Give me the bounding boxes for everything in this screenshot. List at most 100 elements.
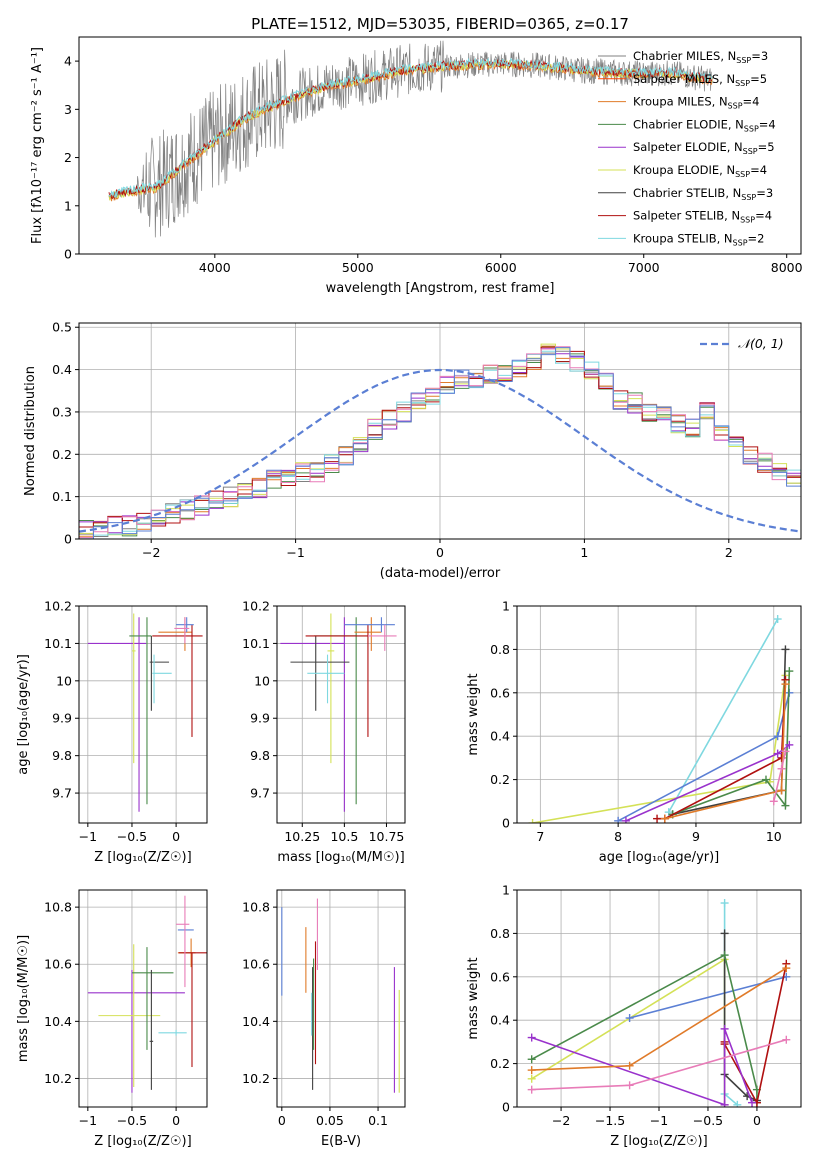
weight-marker <box>720 951 729 960</box>
plot-area-residuals <box>79 343 801 539</box>
tick-label-x: 10.75 <box>369 829 405 844</box>
tick-label-y: 10.6 <box>44 957 72 972</box>
plot-area-mass-vs-ebv <box>281 898 400 1093</box>
weight-marker <box>782 964 791 973</box>
weight-series-line <box>664 684 787 820</box>
tick-label-y: 3 <box>64 102 72 117</box>
axes-frame <box>276 889 406 1108</box>
tick-label-y: 10.8 <box>44 900 72 915</box>
tick-label-y: 0.4 <box>490 1013 510 1028</box>
tick-label-y: 0.1 <box>52 489 72 504</box>
tick-label-y: 10.2 <box>242 1071 270 1086</box>
legend-label: Chabrier MILES, NSSP=3 <box>633 49 768 65</box>
tick-label-y: 10 <box>56 673 72 688</box>
tick-label-x: 0 <box>436 545 444 560</box>
y-axis-label: age [log₁₀(age/yr)] <box>16 654 31 775</box>
weight-marker <box>527 1074 536 1083</box>
error-bar-point <box>129 617 152 805</box>
error-bar-point <box>280 617 345 812</box>
weight-marker <box>625 1081 634 1090</box>
legend-label: Kroupa MILES, NSSP=4 <box>633 95 759 111</box>
legend-label: Kroupa ELODIE, NSSP=4 <box>633 163 767 179</box>
error-bar-point <box>149 969 154 1090</box>
legend-label: Salpeter STELIB, NSSP=4 <box>633 209 772 225</box>
weight-marker <box>773 749 782 758</box>
tick-label-x: −1 <box>650 1113 668 1128</box>
error-bar-point <box>327 613 335 764</box>
axes-frame <box>78 36 802 255</box>
weight-series-line <box>723 933 758 1102</box>
tick-label-x: 9 <box>692 829 700 844</box>
weight-series-line <box>668 618 779 813</box>
spectrum-model-line <box>108 57 713 199</box>
y-axis-label: Normed distribution <box>23 366 38 496</box>
weight-marker <box>527 1033 536 1042</box>
error-bar-point <box>367 624 397 651</box>
tick-label-x: −1 <box>286 545 304 560</box>
tick-label-x: −1.5 <box>595 1113 625 1128</box>
plot-area-weight-vs-Z <box>527 899 791 1107</box>
tick-label-y: 10.1 <box>44 636 72 651</box>
tick-label-y: 1 <box>502 599 510 614</box>
tick-label-x: 0 <box>172 1113 180 1128</box>
weight-marker <box>777 764 786 773</box>
tick-label-x: 2 <box>725 545 733 560</box>
tick-label-y: 10 <box>254 673 270 688</box>
weight-series-line <box>532 675 787 823</box>
tick-label-y: 4 <box>64 54 72 69</box>
tick-label-x: 4000 <box>199 260 231 275</box>
legend-label: Chabrier STELIB, NSSP=3 <box>633 186 773 202</box>
tick-label-y: 9.9 <box>250 711 270 726</box>
tick-label-y: 9.7 <box>250 786 270 801</box>
gaussian-curve <box>79 368 801 533</box>
tick-label-x: 8000 <box>771 260 803 275</box>
weight-marker <box>614 816 623 823</box>
weight-marker <box>781 645 790 654</box>
tick-label-x: −0.5 <box>117 829 147 844</box>
tick-label-y: 10.2 <box>44 599 72 614</box>
error-bar-point <box>87 617 147 812</box>
panel-weight-vs-Z: −2 −1.5 −1 −0.5 0 0 0.2 0.4 0.6 0.8 1 Z [log₁₀(Z/Z☉… <box>466 883 802 1149</box>
y-axis-label: mass weight <box>466 673 481 755</box>
weight-marker <box>773 732 782 741</box>
legend-label: Kroupa STELIB, NSSP=2 <box>633 231 764 247</box>
tick-label-y: 1 <box>64 198 72 213</box>
tick-label-y: 0.2 <box>490 1056 510 1071</box>
weight-marker <box>625 1061 634 1070</box>
tick-label-x: −2 <box>552 1113 570 1128</box>
axes-frame <box>78 605 208 824</box>
tick-label-x: −1 <box>79 1113 97 1128</box>
error-bar-point <box>149 635 170 711</box>
plot-area-age-vs-Z <box>87 613 203 812</box>
tick-label-y: 0 <box>64 247 72 262</box>
error-bar-point <box>152 654 172 704</box>
tick-label-y: 10.2 <box>44 1071 72 1086</box>
tick-label-x: 8 <box>614 829 622 844</box>
error-bar-point <box>87 969 185 1093</box>
axes-frame <box>78 889 208 1108</box>
tick-label-x: 10 <box>766 829 782 844</box>
weight-marker <box>625 1014 634 1023</box>
tick-label-y: 0.6 <box>490 685 510 700</box>
y-axis-label: mass [log₁₀(M/M☉)] <box>16 935 31 1062</box>
plot-area-mass-vs-Z <box>87 895 207 1093</box>
legend-label: Chabrier ELODIE, NSSP=4 <box>633 117 776 133</box>
tick-label-x: 0.1 <box>368 1113 388 1128</box>
tick-label-y: 0.5 <box>52 320 72 335</box>
tick-label-y: 0 <box>502 816 510 831</box>
panel-weight-vs-age: 7 8 9 10 0 0.2 0.4 0.6 0.8 1 age [log₁₀(age/yr)] ma… <box>466 599 802 865</box>
weight-marker <box>773 615 782 624</box>
weight-marker <box>527 1066 536 1075</box>
tick-label-y: 0.8 <box>490 642 510 657</box>
weight-marker <box>781 680 790 689</box>
plot-area-spectrum <box>108 40 713 238</box>
tick-label-y: 0.4 <box>490 729 510 744</box>
y-axis-label: Flux [fλ10⁻¹⁷ erg cm⁻² s⁻¹ A⁻¹] <box>30 47 45 244</box>
x-axis-label: age [log₁₀(age/yr)] <box>599 850 720 865</box>
x-axis-label: Z [log₁₀(Z/Z☉)] <box>94 1134 191 1149</box>
tick-label-x: 0 <box>753 1113 761 1128</box>
error-bar-point <box>152 624 203 737</box>
tick-label-x: 7000 <box>628 260 660 275</box>
